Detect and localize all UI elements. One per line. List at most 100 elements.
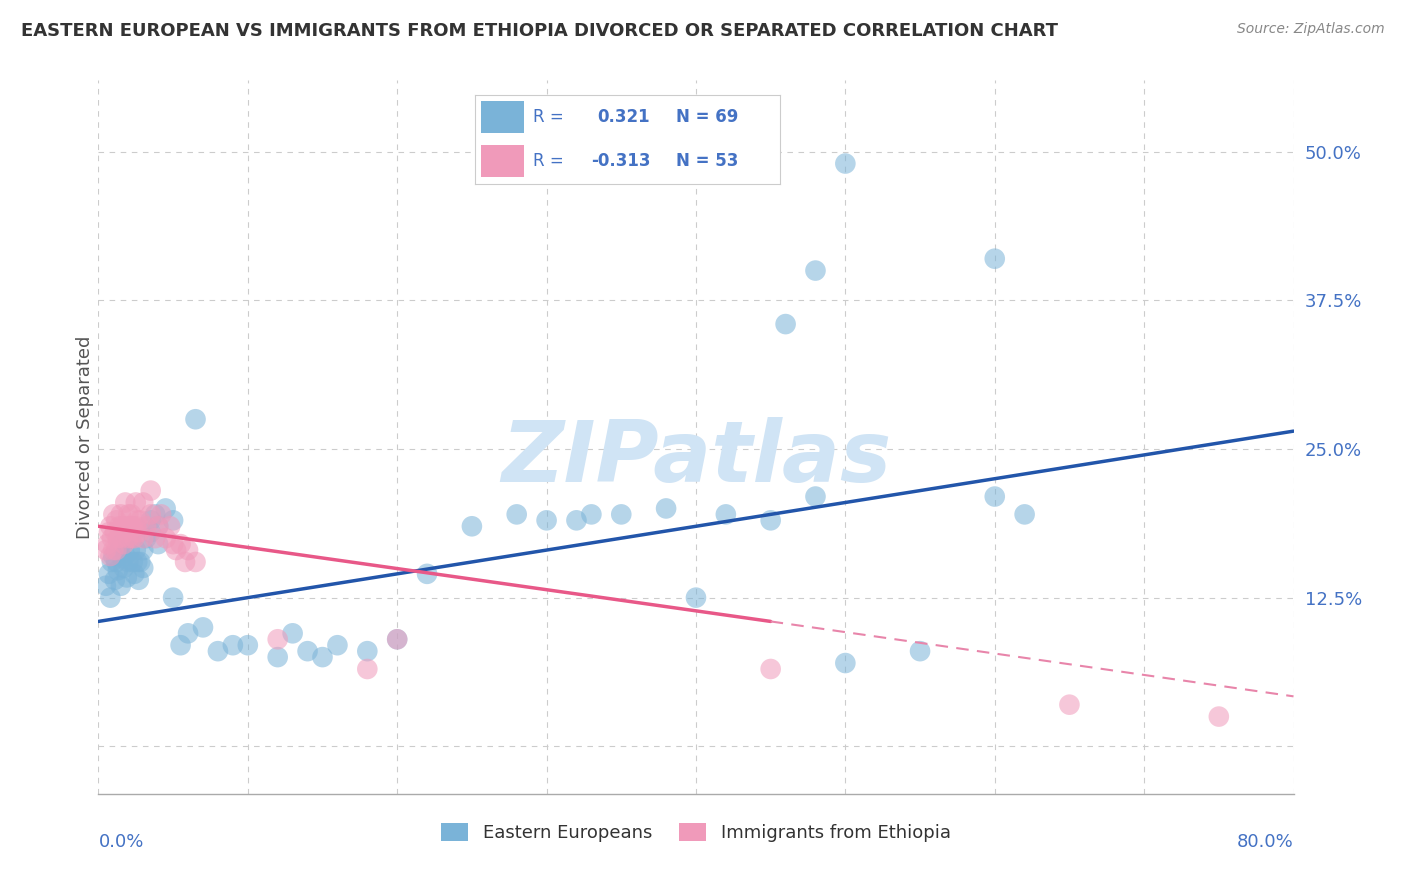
Point — [326, 638, 349, 652]
Point — [101, 531, 124, 545]
Point — [132, 561, 155, 575]
Point — [117, 531, 139, 545]
Point — [165, 543, 187, 558]
Point — [461, 519, 484, 533]
Point — [169, 638, 191, 652]
Point — [103, 549, 125, 563]
Point — [127, 513, 149, 527]
Point — [97, 566, 120, 581]
Point — [281, 626, 304, 640]
Point — [125, 543, 148, 558]
Point — [775, 317, 797, 331]
Point — [128, 573, 150, 587]
Point — [908, 644, 931, 658]
Point — [98, 591, 122, 605]
Point — [104, 573, 127, 587]
Point — [98, 519, 122, 533]
Point — [139, 508, 162, 522]
Point — [107, 531, 129, 545]
Point — [101, 555, 124, 569]
Point — [159, 519, 181, 533]
Point — [107, 563, 129, 577]
Point — [105, 513, 128, 527]
Point — [127, 555, 149, 569]
Point — [97, 525, 120, 540]
Point — [124, 566, 146, 581]
Point — [297, 644, 319, 658]
Point — [132, 543, 155, 558]
Point — [111, 519, 134, 533]
Point — [804, 490, 827, 504]
Point — [834, 656, 856, 670]
Text: Source: ZipAtlas.com: Source: ZipAtlas.com — [1237, 22, 1385, 37]
Point — [128, 525, 150, 540]
Point — [129, 513, 152, 527]
Point — [139, 513, 162, 527]
Point — [139, 483, 162, 498]
Point — [207, 644, 229, 658]
Point — [104, 525, 127, 540]
Point — [759, 513, 782, 527]
Point — [1014, 508, 1036, 522]
Point — [155, 531, 177, 545]
Point — [110, 579, 132, 593]
Point — [121, 519, 143, 533]
Point — [148, 537, 170, 551]
Point — [174, 555, 197, 569]
Point — [143, 508, 166, 522]
Point — [162, 513, 184, 527]
Point — [184, 412, 207, 426]
Point — [115, 519, 138, 533]
Point — [191, 620, 214, 634]
Point — [804, 263, 827, 277]
Point — [98, 549, 122, 563]
Point — [121, 555, 143, 569]
Point — [685, 591, 707, 605]
Point — [118, 543, 141, 558]
Point — [984, 252, 1007, 266]
Point — [115, 570, 138, 584]
Point — [117, 555, 139, 569]
Point — [385, 632, 409, 647]
Point — [103, 508, 125, 522]
Point — [125, 495, 148, 509]
Point — [506, 508, 529, 522]
Point — [110, 537, 132, 551]
Point — [267, 632, 290, 647]
Text: 0.0%: 0.0% — [98, 833, 143, 851]
Point — [120, 531, 142, 545]
Point — [118, 519, 141, 533]
Point — [536, 513, 558, 527]
Point — [267, 650, 290, 665]
Point — [112, 537, 135, 551]
Point — [155, 501, 177, 516]
Y-axis label: Divorced or Separated: Divorced or Separated — [76, 335, 94, 539]
Point — [124, 531, 146, 545]
Point — [129, 555, 152, 569]
Text: ZIPatlas: ZIPatlas — [501, 417, 891, 500]
Point — [150, 508, 173, 522]
Point — [356, 644, 378, 658]
Point — [111, 551, 134, 566]
Point — [610, 508, 633, 522]
Point — [714, 508, 737, 522]
Point — [94, 579, 117, 593]
Point — [108, 519, 131, 533]
Point — [169, 537, 191, 551]
Point — [117, 508, 139, 522]
Point — [135, 519, 157, 533]
Point — [148, 519, 170, 533]
Point — [311, 650, 333, 665]
Point — [132, 531, 155, 545]
Point — [759, 662, 782, 676]
Point — [96, 537, 118, 551]
Point — [177, 626, 200, 640]
Text: EASTERN EUROPEAN VS IMMIGRANTS FROM ETHIOPIA DIVORCED OR SEPARATED CORRELATION C: EASTERN EUROPEAN VS IMMIGRANTS FROM ETHI… — [21, 22, 1059, 40]
Point — [356, 662, 378, 676]
Point — [148, 519, 170, 533]
Legend: Eastern Europeans, Immigrants from Ethiopia: Eastern Europeans, Immigrants from Ethio… — [434, 815, 957, 849]
Point — [236, 638, 259, 652]
Point — [125, 519, 148, 533]
Point — [114, 525, 136, 540]
Point — [112, 561, 135, 575]
